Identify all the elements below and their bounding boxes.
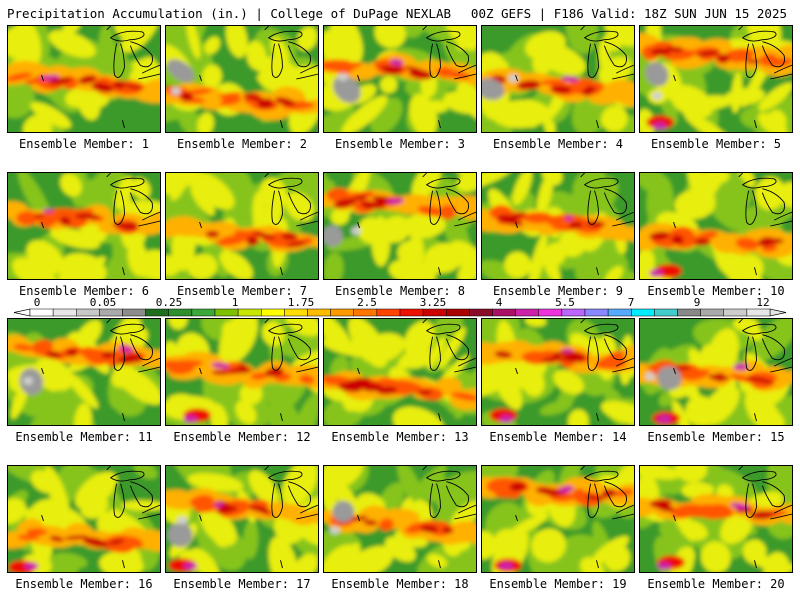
- colorbar-swatch: [145, 308, 169, 317]
- colorbar-swatch: [469, 308, 493, 317]
- colorbar-swatch: [607, 308, 632, 317]
- ensemble-member-map: [481, 172, 635, 280]
- colorbar-swatch: [700, 308, 724, 317]
- ensemble-member-label: Ensemble Member: 8: [334, 284, 466, 298]
- ensemble-member-map: [481, 318, 635, 426]
- colorbar-swatch: [307, 308, 331, 317]
- ensemble-member-label: Ensemble Member: 14: [489, 430, 627, 444]
- colorbar-tick-label: 12: [756, 296, 769, 309]
- colorbar-tick-label: 7: [628, 296, 635, 309]
- precipitation-colorbar: 0 0.05 0.25 1 1.75 2.5 3.25 4 5.5 7 9 12: [13, 296, 787, 317]
- ensemble-member-label: Ensemble Member: 15: [647, 430, 785, 444]
- colorbar-swatch: [376, 308, 401, 317]
- ensemble-member-label: Ensemble Member: 12: [173, 430, 311, 444]
- ensemble-member-label: Ensemble Member: 6: [18, 284, 150, 298]
- ensemble-member-map: [7, 172, 161, 280]
- ensemble-member-label: Ensemble Member: 7: [176, 284, 308, 298]
- ensemble-member-map: [639, 465, 793, 573]
- colorbar-tick-label: 1.75: [288, 296, 315, 309]
- ensemble-member-label: Ensemble Member: 10: [647, 284, 785, 298]
- colorbar-swatch: [76, 308, 100, 317]
- colorbar-tick-label: 5.5: [555, 296, 575, 309]
- colorbar-swatch: [191, 308, 216, 317]
- map-title: Precipitation Accumulation (in.) | Colle…: [7, 6, 452, 21]
- colorbar-swatch: [584, 308, 609, 317]
- colorbar-min-arrow: [13, 308, 31, 317]
- ensemble-member-map: [323, 465, 477, 573]
- colorbar-swatch: [422, 308, 447, 317]
- colorbar-tick-label: 4: [496, 296, 503, 309]
- colorbar-tick-label: 2.5: [357, 296, 377, 309]
- colorbar-swatch: [353, 308, 378, 317]
- colorbar-swatch: [631, 308, 655, 317]
- ensemble-member-map: [165, 465, 319, 573]
- ensemble-member-label: Ensemble Member: 16: [15, 577, 153, 591]
- colorbar-tick-label: 0.05: [90, 296, 117, 309]
- ensemble-member-map: [481, 25, 635, 133]
- valid-time-label: 00Z GEFS | F186 Valid: 18Z SUN JUN 15 20…: [470, 6, 787, 21]
- colorbar-swatch: [52, 308, 77, 317]
- ensemble-member-label: Ensemble Member: 9: [492, 284, 624, 298]
- colorbar-swatch: [237, 308, 262, 317]
- ensemble-member-label: Ensemble Member: 20: [647, 577, 785, 591]
- colorbar-tick-label: 0.25: [156, 296, 183, 309]
- colorbar-swatch: [515, 308, 539, 317]
- ensemble-member-map: [165, 25, 319, 133]
- colorbar-swatch: [654, 308, 678, 317]
- ensemble-member-map: [7, 25, 161, 133]
- ensemble-member-map: [323, 25, 477, 133]
- colorbar-tick-label: 3.25: [420, 296, 447, 309]
- ensemble-member-map: [639, 318, 793, 426]
- ensemble-member-map: [639, 172, 793, 280]
- colorbar-tick-label: 0: [34, 296, 41, 309]
- ensemble-member-map: [165, 172, 319, 280]
- colorbar-swatch: [446, 308, 470, 317]
- ensemble-member-label: Ensemble Member: 13: [331, 430, 469, 444]
- ensemble-member-map: [639, 25, 793, 133]
- ensemble-member-map: [323, 318, 477, 426]
- ensemble-member-map: [7, 318, 161, 426]
- colorbar-swatch: [122, 308, 146, 317]
- colorbar-tick-label: 1: [232, 296, 239, 309]
- colorbar-swatch: [723, 308, 748, 317]
- ensemble-member-label: Ensemble Member: 3: [334, 137, 466, 151]
- colorbar-swatch: [261, 308, 285, 317]
- colorbar-swatch: [492, 308, 516, 317]
- ensemble-member-label: Ensemble Member: 11: [15, 430, 153, 444]
- ensemble-member-label: Ensemble Member: 18: [331, 577, 469, 591]
- ensemble-member-map: [165, 318, 319, 426]
- colorbar-swatch: [561, 308, 586, 317]
- colorbar-swatch: [399, 308, 424, 317]
- ensemble-member-label: Ensemble Member: 2: [176, 137, 308, 151]
- colorbar-tick-label: 9: [694, 296, 701, 309]
- colorbar-max-arrow: [769, 308, 787, 317]
- colorbar-swatch: [677, 308, 701, 317]
- colorbar-swatch: [746, 308, 771, 317]
- colorbar-swatch: [29, 308, 54, 317]
- ensemble-member-map: [7, 465, 161, 573]
- colorbar-swatch: [330, 308, 354, 317]
- ensemble-member-label: Ensemble Member: 5: [650, 137, 782, 151]
- colorbar-swatch: [99, 308, 123, 317]
- ensemble-member-map: [481, 465, 635, 573]
- colorbar-swatch: [284, 308, 308, 317]
- ensemble-member-label: Ensemble Member: 1: [18, 137, 150, 151]
- colorbar-swatch: [168, 308, 193, 317]
- ensemble-member-label: Ensemble Member: 4: [492, 137, 624, 151]
- ensemble-member-map: [323, 172, 477, 280]
- ensemble-member-label: Ensemble Member: 19: [489, 577, 627, 591]
- ensemble-member-label: Ensemble Member: 17: [173, 577, 311, 591]
- colorbar-swatch: [214, 308, 239, 317]
- colorbar-swatch: [538, 308, 563, 317]
